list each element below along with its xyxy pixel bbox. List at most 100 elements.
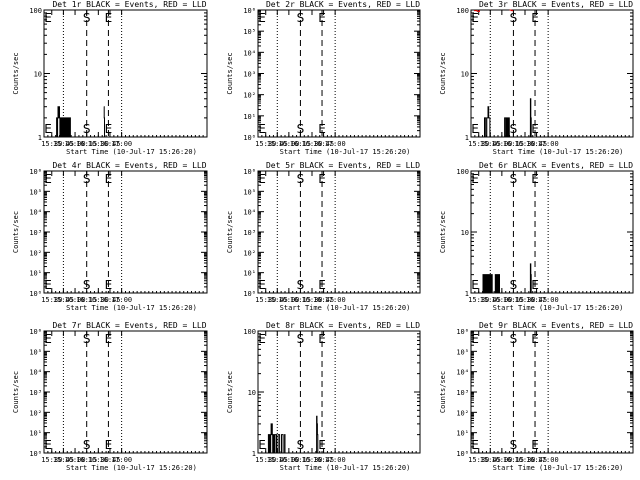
- x-tick-label: 17:00: [325, 456, 346, 464]
- x-tick-label: 15:45: [480, 456, 501, 464]
- x-axis-title: Start Time (10-Jul-17 15:26:20): [280, 464, 411, 472]
- events-series-1: [484, 106, 510, 138]
- y-tick-label: 10⁰: [456, 450, 469, 458]
- plot-frame: [257, 170, 421, 294]
- end-marker-label-top: E: [531, 11, 539, 25]
- x-tick-label: 15:30: [255, 456, 276, 464]
- y-tick-label: 10⁶: [243, 7, 256, 15]
- y-tick-label: 10¹: [29, 270, 42, 278]
- panel-det-8: Det 8r BLACK = Events, RED = LLD 1 10 100 Co…: [226, 321, 421, 472]
- x-tick-label: 16:45: [526, 456, 547, 464]
- left-edge-marker-top: E: [471, 11, 479, 25]
- panel-det-2: Det 2r BLACK = Events, RED = LLD 10⁰ 10¹ 10…: [226, 0, 421, 156]
- end-marker-label-top: E: [531, 332, 539, 346]
- x-tick-label: 16:45: [99, 296, 120, 304]
- y-axis-title: Counts/sec: [226, 52, 234, 94]
- panel-det-6: Det 6r BLACK = Events, RED = LLD 1 10 100 Co…: [439, 161, 634, 312]
- left-edge-marker: E: [258, 438, 266, 452]
- x-tick-label: 16:30: [88, 140, 109, 148]
- y-tick-label: 10⁶: [456, 328, 469, 336]
- x-tick-label: 17:00: [325, 296, 346, 304]
- end-marker-label: E: [318, 278, 326, 292]
- y-tick-label: 10⁵: [29, 188, 42, 196]
- events-series-2: [316, 415, 319, 454]
- panel-title: Det 8r BLACK = Events, RED = LLD: [266, 321, 420, 330]
- panel-det-1: Det 1r BLACK = Events, RED = LLD 1 10 100 Co…: [12, 0, 208, 156]
- x-tick-label: 16:30: [88, 456, 109, 464]
- x-tick-label: 15:45: [53, 296, 74, 304]
- y-tick-label: 10¹: [29, 430, 42, 438]
- y-tick-label: 1: [38, 134, 42, 142]
- y-axis-title: Counts/sec: [12, 211, 20, 253]
- end-marker-label-top: E: [105, 11, 113, 25]
- x-tick-label: 17:00: [325, 140, 346, 148]
- left-edge-marker: E: [471, 438, 479, 452]
- start-marker-label-top: S: [297, 11, 305, 25]
- start-marker-label: S: [510, 438, 518, 452]
- left-edge-marker: E: [44, 438, 52, 452]
- x-tick-label: 16:45: [313, 296, 334, 304]
- y-axis-title: Counts/sec: [226, 211, 234, 253]
- x-axis-title: Start Time (10-Jul-17 15:26:20): [493, 304, 624, 312]
- y-tick-label: 10¹: [243, 270, 256, 278]
- x-tick-label: 16:15: [76, 140, 97, 148]
- x-tick-label: 15:45: [53, 140, 74, 148]
- left-edge-marker: E: [44, 278, 52, 292]
- plot-frame: [43, 330, 208, 454]
- x-axis-title: Start Time (10-Jul-17 15:26:20): [66, 304, 197, 312]
- y-tick-label: 10⁵: [29, 348, 42, 356]
- y-tick-label: 10³: [243, 229, 256, 237]
- left-edge-marker-top: E: [258, 332, 266, 346]
- start-marker-label-top: S: [297, 172, 305, 186]
- left-edge-marker-top: E: [44, 172, 52, 186]
- x-tick-label: 15:30: [468, 456, 489, 464]
- x-tick-label: 15:30: [41, 140, 62, 148]
- x-tick-label: 17:00: [538, 296, 559, 304]
- start-marker-label: S: [510, 278, 518, 292]
- y-axis-title: Counts/sec: [226, 371, 234, 413]
- start-marker-label-top: S: [510, 332, 518, 346]
- y-tick-label: 1: [465, 134, 469, 142]
- y-tick-label: 100: [456, 168, 469, 176]
- end-marker-label-top: E: [105, 172, 113, 186]
- start-marker-label: S: [510, 122, 518, 136]
- x-axis-title: Start Time (10-Jul-17 15:26:20): [493, 148, 624, 156]
- y-tick-label: 10⁰: [243, 290, 256, 298]
- y-tick-label: 10²: [456, 409, 469, 417]
- panel-det-3: Det 3r BLACK = Events, RED = LLD 1 10 100 Co…: [439, 0, 634, 156]
- left-edge-marker: E: [44, 122, 52, 136]
- x-tick-label: 16:45: [526, 140, 547, 148]
- x-tick-label: 16:00: [491, 140, 512, 148]
- start-marker-label-top: S: [83, 172, 91, 186]
- x-tick-label: 15:45: [480, 296, 501, 304]
- x-tick-label: 17:00: [111, 296, 132, 304]
- x-tick-label: 15:45: [267, 456, 288, 464]
- x-tick-label: 16:15: [290, 140, 311, 148]
- start-marker-label: S: [297, 438, 305, 452]
- x-tick-label: 17:00: [538, 456, 559, 464]
- end-marker-label-top: E: [105, 332, 113, 346]
- x-axis-title: Start Time (10-Jul-17 15:26:20): [66, 464, 197, 472]
- end-marker-label-top: E: [318, 172, 326, 186]
- x-tick-label: 15:30: [41, 456, 62, 464]
- y-tick-label: 10⁴: [29, 369, 42, 377]
- x-tick-label: 16:30: [301, 296, 322, 304]
- x-axis-title: Start Time (10-Jul-17 15:26:20): [66, 148, 197, 156]
- left-edge-marker-top: E: [258, 172, 266, 186]
- x-tick-label: 15:30: [255, 140, 276, 148]
- plot-frame: [470, 330, 634, 454]
- x-axis-title: Start Time (10-Jul-17 15:26:20): [280, 304, 411, 312]
- y-tick-label: 1: [252, 450, 256, 458]
- x-tick-label: 16:45: [99, 140, 120, 148]
- start-marker-label: S: [83, 438, 91, 452]
- y-axis-title: Counts/sec: [439, 371, 447, 413]
- y-tick-label: 10⁴: [243, 209, 256, 217]
- x-tick-label: 16:00: [65, 456, 86, 464]
- y-tick-label: 10⁶: [29, 328, 42, 336]
- x-tick-label: 15:45: [480, 140, 501, 148]
- x-tick-label: 16:30: [301, 456, 322, 464]
- x-tick-label: 17:00: [111, 140, 132, 148]
- x-axis-title: Start Time (10-Jul-17 15:26:20): [493, 464, 624, 472]
- x-tick-label: 16:15: [76, 456, 97, 464]
